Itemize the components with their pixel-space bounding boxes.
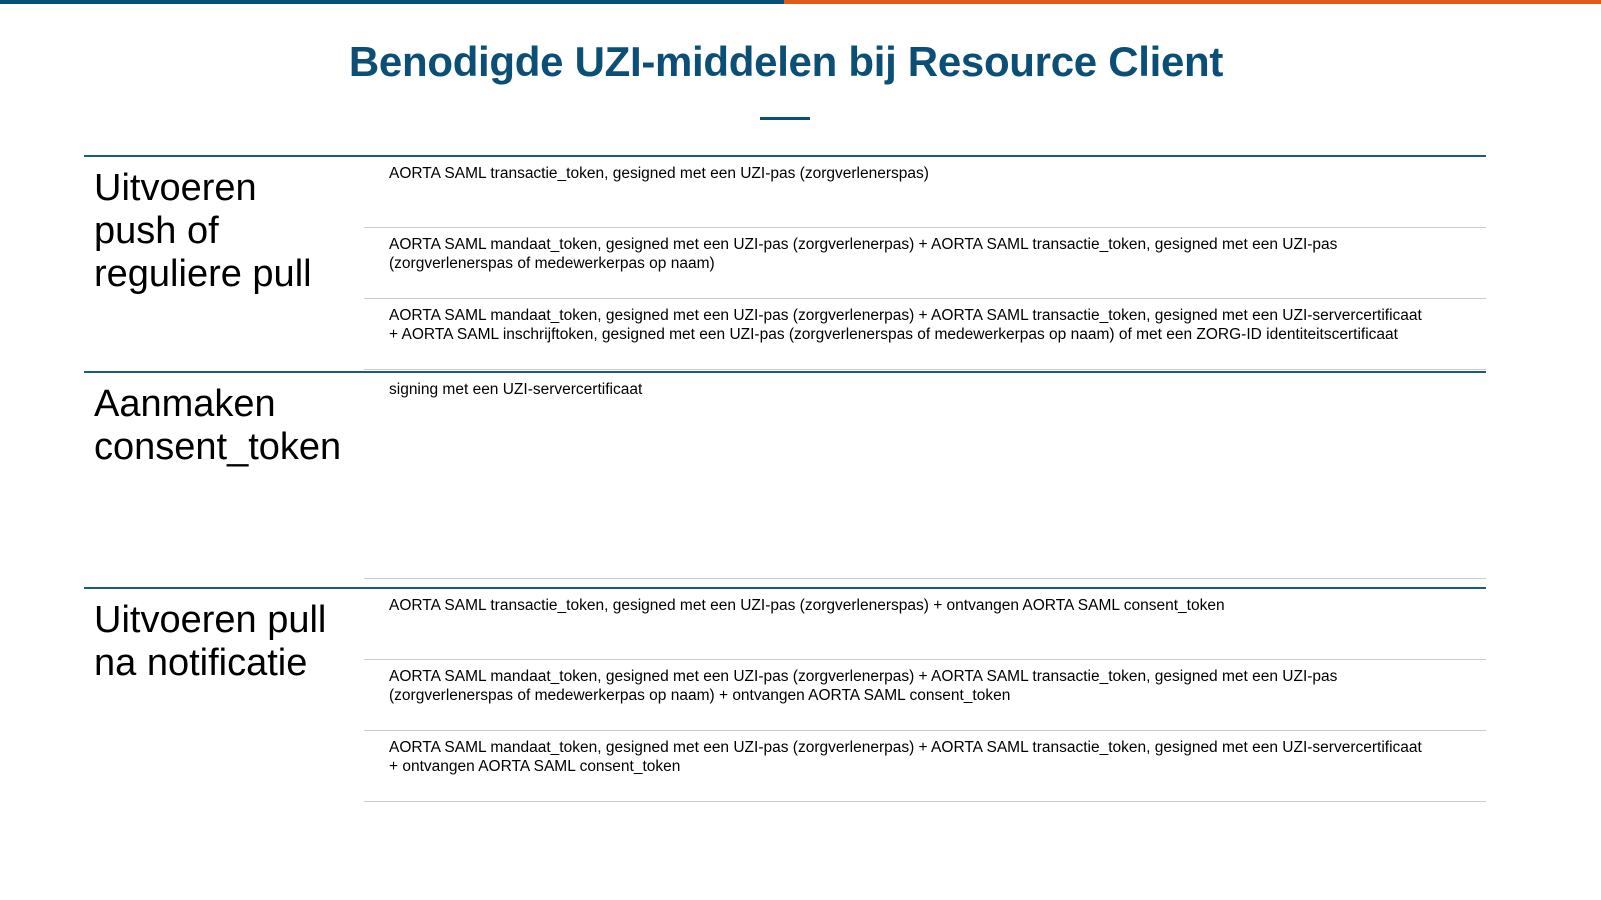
table-row: AORTA SAML mandaat_token, gesigned met e… bbox=[364, 299, 1486, 370]
label-line: Aanmaken bbox=[94, 383, 276, 425]
row-text: AORTA SAML mandaat_token, gesigned met e… bbox=[389, 739, 1422, 756]
section-label: Aanmaken consent_token bbox=[94, 383, 364, 469]
table-row: AORTA SAML transactie_token, gesigned me… bbox=[364, 157, 1486, 228]
row-text: (zorgverlenerspas of medewerkerpas op na… bbox=[389, 254, 715, 272]
top-accent-bar-blue bbox=[0, 0, 784, 4]
row-text: + AORTA SAML inschrijftoken, gesigned me… bbox=[389, 325, 1398, 343]
section-label: Uitvoeren pull na notificatie bbox=[94, 599, 364, 685]
title-underline bbox=[760, 117, 810, 120]
row-text: AORTA SAML mandaat_token, gesigned met e… bbox=[389, 307, 1422, 324]
row-text: AORTA SAML transactie_token, gesigned me… bbox=[389, 165, 929, 182]
row-text: signing met een UZI-servercertificaat bbox=[389, 381, 643, 398]
row-text: AORTA SAML mandaat_token, gesigned met e… bbox=[389, 668, 1338, 685]
label-line: push of bbox=[94, 210, 219, 252]
row-text: (zorgverlenerspas of medewerkerpas op na… bbox=[389, 686, 1011, 704]
table-row: AORTA SAML mandaat_token, gesigned met e… bbox=[364, 731, 1486, 802]
row-text: AORTA SAML mandaat_token, gesigned met e… bbox=[389, 236, 1338, 253]
label-line: na notificatie bbox=[94, 642, 308, 684]
page-title: Benodigde UZI-middelen bij Resource Clie… bbox=[348, 38, 1224, 85]
label-line: Uitvoeren bbox=[94, 167, 257, 209]
label-line: Uitvoeren pull bbox=[94, 599, 327, 641]
label-line: consent_token bbox=[94, 426, 342, 468]
table-row: AORTA SAML mandaat_token, gesigned met e… bbox=[364, 660, 1486, 731]
section-consent-token: Aanmaken consent_token signing met een U… bbox=[84, 371, 1486, 589]
label-line: reguliere pull bbox=[94, 253, 312, 295]
row-text: AORTA SAML transactie_token, gesigned me… bbox=[389, 597, 1225, 614]
section-push-pull: Uitvoeren push of reguliere pull AORTA S… bbox=[84, 155, 1486, 373]
table-row: signing met een UZI-servercertificaat bbox=[364, 373, 1486, 579]
section-pull-notificatie: Uitvoeren pull na notificatie AORTA SAML… bbox=[84, 587, 1486, 805]
row-text: + ontvangen AORTA SAML consent_token bbox=[389, 757, 681, 775]
table-row: AORTA SAML mandaat_token, gesigned met e… bbox=[364, 228, 1486, 299]
section-label: Uitvoeren push of reguliere pull bbox=[94, 167, 364, 296]
table-row: AORTA SAML transactie_token, gesigned me… bbox=[364, 589, 1486, 660]
top-accent-bar-orange bbox=[784, 0, 1601, 4]
